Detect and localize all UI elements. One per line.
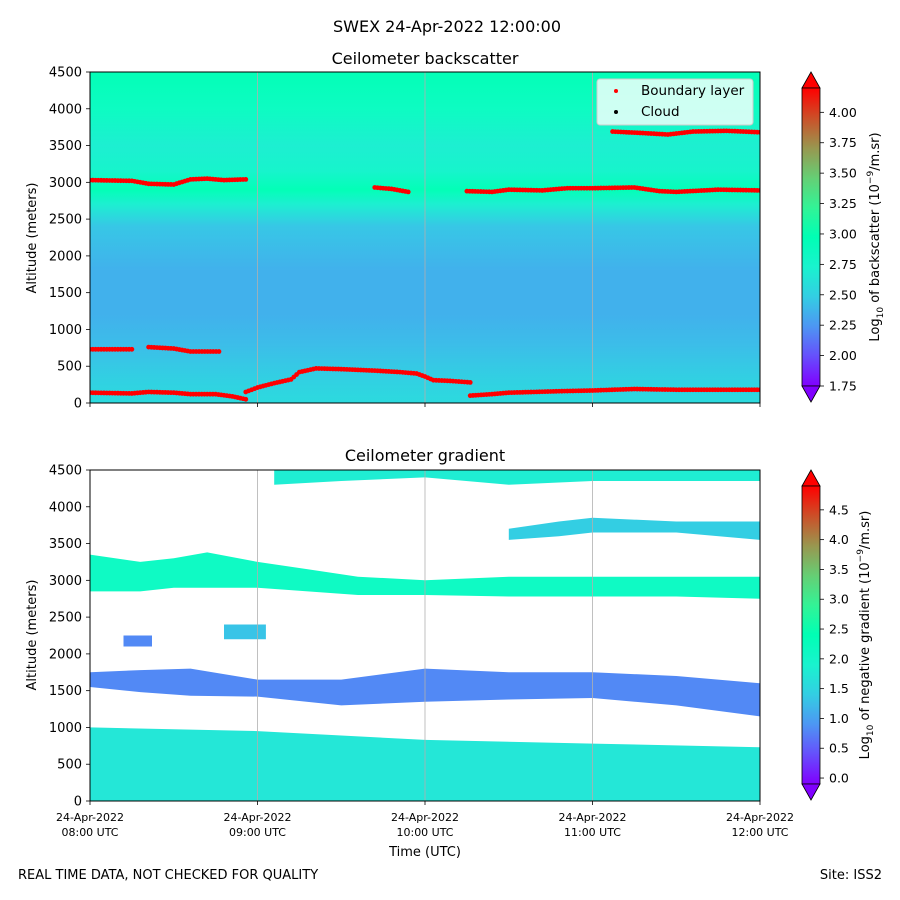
boundary-layer-point — [757, 188, 760, 193]
legend-marker-cloud — [614, 110, 618, 114]
y-tick-label: 4000 — [49, 102, 82, 117]
legend-label-boundary-layer: Boundary layer — [641, 83, 745, 99]
colorbar-tick-label: 2.5 — [829, 622, 849, 637]
gradient-panel: Ceilometer gradient 0 500 1000 1500 2000 2500… — [25, 446, 876, 860]
backscatter-colorbar-label: Log10 of backscatter (10−9/m.sr) — [866, 132, 886, 341]
gradient-xlabel: Time (UTC) — [388, 845, 461, 860]
colorbar-tick-label: 2.0 — [829, 651, 849, 666]
colorbar-tick-label: 0.0 — [829, 771, 849, 786]
y-tick-label: 3500 — [49, 537, 82, 552]
boundary-layer-point — [243, 396, 249, 402]
colorbar-gradient — [801, 485, 821, 785]
colorbar-tick-label: 2.00 — [829, 348, 857, 363]
y-tick-label: 4500 — [49, 66, 82, 81]
gradient-colorbar: 0.0 0.5 1.0 1.5 2.0 2.5 3.0 3.5 4.0 4.5 Log10 of … — [801, 469, 876, 801]
gradient-colorbar-label: Log10 of negative gradient (10−9/m.sr) — [856, 511, 876, 760]
backscatter-colorbar: 1.75 2.00 2.25 2.50 2.75 3.00 3.25 3.50 3.75 4.00… — [801, 71, 886, 403]
backscatter-ylabel: Altitude (meters) — [25, 183, 40, 294]
gradient-band-patch-2150 — [123, 635, 152, 647]
x-tick-label-time: 09:00 UTC — [229, 826, 286, 839]
x-tick-label-time: 12:00 UTC — [731, 826, 788, 839]
backscatter-panel: Ceilometer backscatter 0 500 1000 1500 2000 2… — [25, 49, 886, 412]
y-tick-label: 500 — [57, 360, 82, 375]
x-tick-label-date: 24-Apr-2022 — [391, 811, 459, 824]
x-tick-label-date: 24-Apr-2022 — [56, 811, 124, 824]
y-tick-label: 3000 — [49, 574, 82, 589]
boundary-layer-point — [757, 129, 760, 135]
backscatter-title: Ceilometer backscatter — [332, 49, 519, 68]
colorbar-tick-label: 2.75 — [829, 257, 857, 272]
boundary-layer-point — [467, 380, 473, 385]
y-tick-label: 2000 — [49, 249, 82, 264]
colorbar-extend-max — [801, 71, 821, 89]
y-tick-label: 1500 — [49, 684, 82, 699]
colorbar-tick-label: 3.75 — [829, 135, 857, 150]
x-tick-label-date: 24-Apr-2022 — [726, 811, 794, 824]
x-tick-label-time: 10:00 UTC — [396, 826, 453, 839]
y-tick-label: 0 — [74, 795, 82, 810]
x-tick-label-date: 24-Apr-2022 — [223, 811, 291, 824]
colorbar-extend-min — [801, 783, 821, 801]
legend-box — [596, 78, 754, 126]
y-tick-label: 1000 — [49, 721, 82, 736]
colorbar-tick-label: 4.0 — [829, 532, 849, 547]
y-tick-label: 4500 — [49, 464, 82, 479]
gradient-band-layer-3700 — [508, 517, 760, 540]
y-tick-label: 3000 — [49, 176, 82, 191]
colorbar-tick-label: 0.5 — [829, 741, 849, 756]
legend-marker-boundary-layer — [614, 89, 618, 93]
colorbar-tick-label: 3.5 — [829, 562, 849, 577]
gradient-ylabel: Altitude (meters) — [25, 580, 40, 691]
colorbar-tick-label: 1.75 — [829, 379, 857, 394]
site-label: Site: ISS2 — [819, 868, 882, 883]
y-tick-label: 500 — [57, 758, 82, 773]
colorbar-tick-label: 1.5 — [829, 681, 849, 696]
y-tick-label: 2000 — [49, 647, 82, 662]
y-tick-label: 2500 — [49, 611, 82, 626]
gradient-title: Ceilometer gradient — [345, 446, 505, 465]
colorbar-tick-label: 3.50 — [829, 166, 857, 181]
x-tick-label-date: 24-Apr-2022 — [558, 811, 626, 824]
y-tick-label: 3500 — [49, 139, 82, 154]
colorbar-tick-label: 3.0 — [829, 592, 849, 607]
colorbar-extend-max — [801, 469, 821, 487]
colorbar-tick-label: 1.0 — [829, 711, 849, 726]
y-tick-label: 2500 — [49, 213, 82, 228]
gradient-band-patch-2300 — [224, 624, 266, 640]
legend: Boundary layer Cloud — [596, 78, 754, 126]
colorbar-tick-label: 3.25 — [829, 196, 857, 211]
boundary-layer-point — [129, 346, 135, 352]
boundary-layer-point — [757, 387, 760, 393]
x-tick-label-time: 11:00 UTC — [564, 826, 621, 839]
y-tick-label: 1500 — [49, 286, 82, 301]
colorbar-tick-label: 2.25 — [829, 318, 857, 333]
boundary-layer-point — [405, 189, 411, 195]
quality-disclaimer: REAL TIME DATA, NOT CHECKED FOR QUALITY — [18, 868, 319, 883]
y-tick-label: 4000 — [49, 500, 82, 515]
boundary-layer-point — [216, 349, 222, 354]
figure-title: SWEX 24-Apr-2022 12:00:00 — [333, 17, 561, 36]
x-tick-label-time: 08:00 UTC — [61, 826, 118, 839]
y-tick-label: 0 — [74, 397, 82, 412]
y-tick-label: 1000 — [49, 323, 82, 338]
colorbar-gradient — [801, 87, 821, 387]
colorbar-tick-label: 3.00 — [829, 226, 857, 241]
boundary-layer-point — [243, 176, 249, 182]
colorbar-tick-label: 4.5 — [829, 502, 849, 517]
legend-label-cloud: Cloud — [641, 104, 680, 120]
gradient-band-layer-top — [274, 470, 760, 485]
colorbar-tick-label: 4.00 — [829, 105, 857, 120]
colorbar-tick-label: 2.50 — [829, 287, 857, 302]
colorbar-extend-min — [801, 385, 821, 403]
